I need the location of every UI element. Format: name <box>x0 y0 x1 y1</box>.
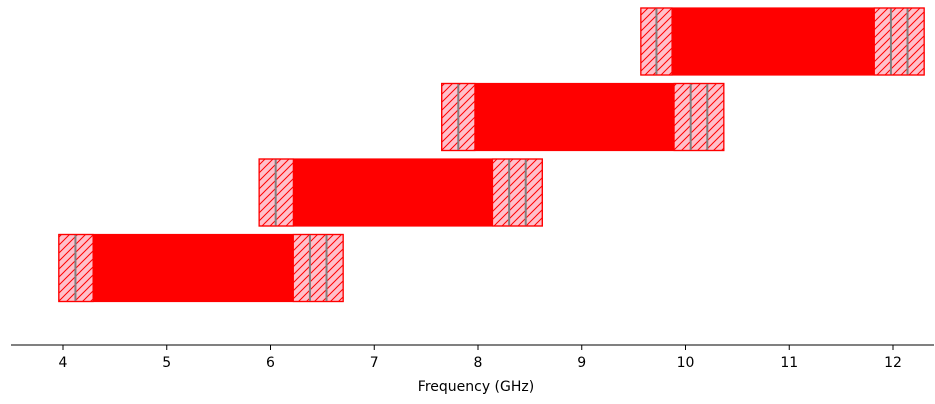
x-tick-label: 4 <box>59 355 68 371</box>
band-1 <box>258 158 543 227</box>
band-main-bar <box>672 8 875 75</box>
band-right-margin <box>292 233 344 303</box>
x-tick-label: 5 <box>162 355 171 371</box>
band-main-bar <box>93 234 294 302</box>
band-outline <box>441 82 725 152</box>
band-right-margin <box>673 82 725 152</box>
x-tick-label: 11 <box>780 355 798 371</box>
x-ticks: 4 5 6 7 8 9 10 11 12 <box>59 345 902 371</box>
x-tick-label: 12 <box>884 355 902 371</box>
bands-layer <box>58 7 925 303</box>
x-tick-label: 7 <box>370 355 379 371</box>
band-right-margin <box>873 7 925 76</box>
band-outline <box>58 233 344 303</box>
band-outline <box>640 7 925 76</box>
band-main-bar <box>293 159 493 226</box>
band-right-margin <box>491 158 543 227</box>
band-0 <box>58 233 344 303</box>
x-tick-label: 9 <box>577 355 586 371</box>
x-tick-label: 10 <box>677 355 695 371</box>
band-3 <box>640 7 925 76</box>
x-tick-label: 6 <box>266 355 275 371</box>
x-axis-label: Frequency (GHz) <box>418 379 534 395</box>
band-outline <box>258 158 543 227</box>
band-2 <box>441 82 725 152</box>
band-main-bar <box>474 83 675 151</box>
x-tick-label: 8 <box>474 355 483 371</box>
